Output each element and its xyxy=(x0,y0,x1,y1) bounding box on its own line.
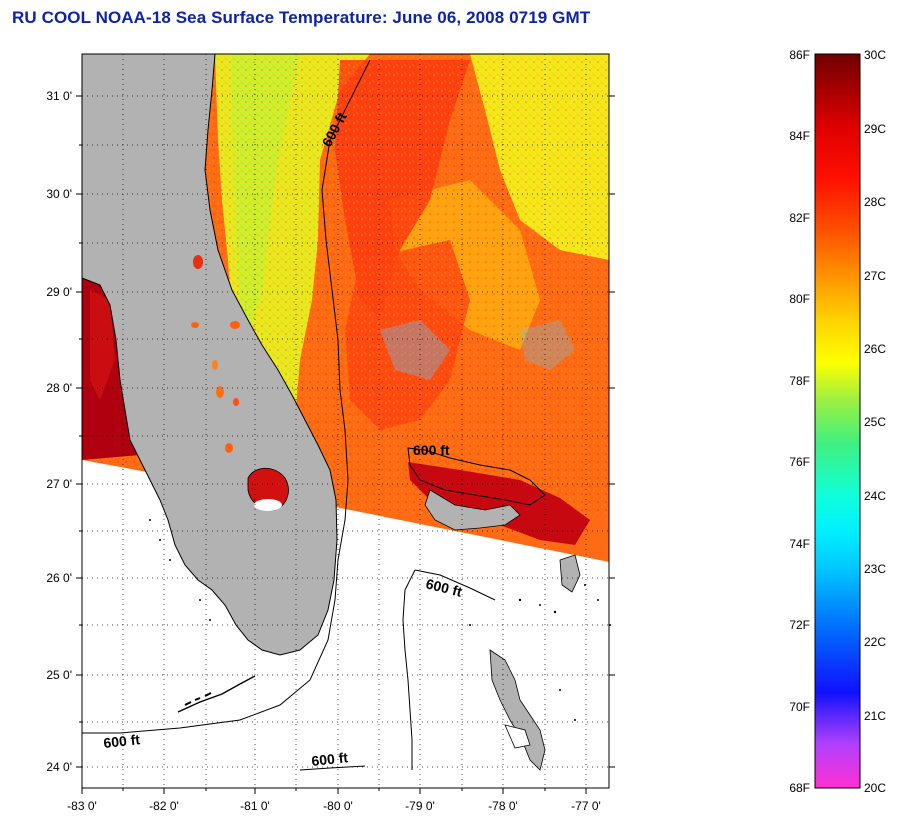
x-tick-label: -82 0' xyxy=(149,799,179,813)
contour-label: 600 ft xyxy=(413,442,450,458)
x-tick-label: -80 0' xyxy=(323,799,353,813)
x-tick-label: -79 0' xyxy=(405,799,435,813)
y-tick-label: 24 0' xyxy=(46,760,72,774)
y-tick-label: 29 0' xyxy=(46,285,72,299)
x-tick-labels: -83 0' -82 0' -81 0' -80 0' -79 0' -78 0… xyxy=(67,799,601,813)
map-title: RU COOL NOAA-18 Sea Surface Temperature:… xyxy=(12,8,591,27)
y-tick-label: 26 0' xyxy=(46,571,72,585)
small-islands xyxy=(149,519,611,721)
contour-label: 600 ft xyxy=(311,749,349,769)
x-axis xyxy=(81,788,587,794)
y-tick-label: 30 0' xyxy=(46,187,72,201)
x-tick-label: -81 0' xyxy=(240,799,270,813)
y-tick-label: 27 0' xyxy=(46,477,72,491)
keys-fragment xyxy=(184,692,212,706)
bahamas-landmass xyxy=(424,489,581,771)
x-tick-label: -78 0' xyxy=(488,799,518,813)
contour-label: 600 ft xyxy=(103,731,141,751)
y-tick-label: 25 0' xyxy=(46,668,72,682)
florida-keys xyxy=(177,675,256,713)
y-tick-label: 31 0' xyxy=(46,89,72,103)
bathymetry-contours xyxy=(82,59,546,771)
map-border xyxy=(81,53,610,789)
y-tick-labels: 31 0' 30 0' 29 0' 28 0' 27 0' 26 0' 25 0… xyxy=(46,89,72,774)
y-tick-label: 28 0' xyxy=(46,381,72,395)
y-axis xyxy=(76,95,615,768)
x-tick-label: -77 0' xyxy=(571,799,601,813)
x-tick-label: -83 0' xyxy=(67,799,97,813)
florida-landmass xyxy=(81,53,338,656)
